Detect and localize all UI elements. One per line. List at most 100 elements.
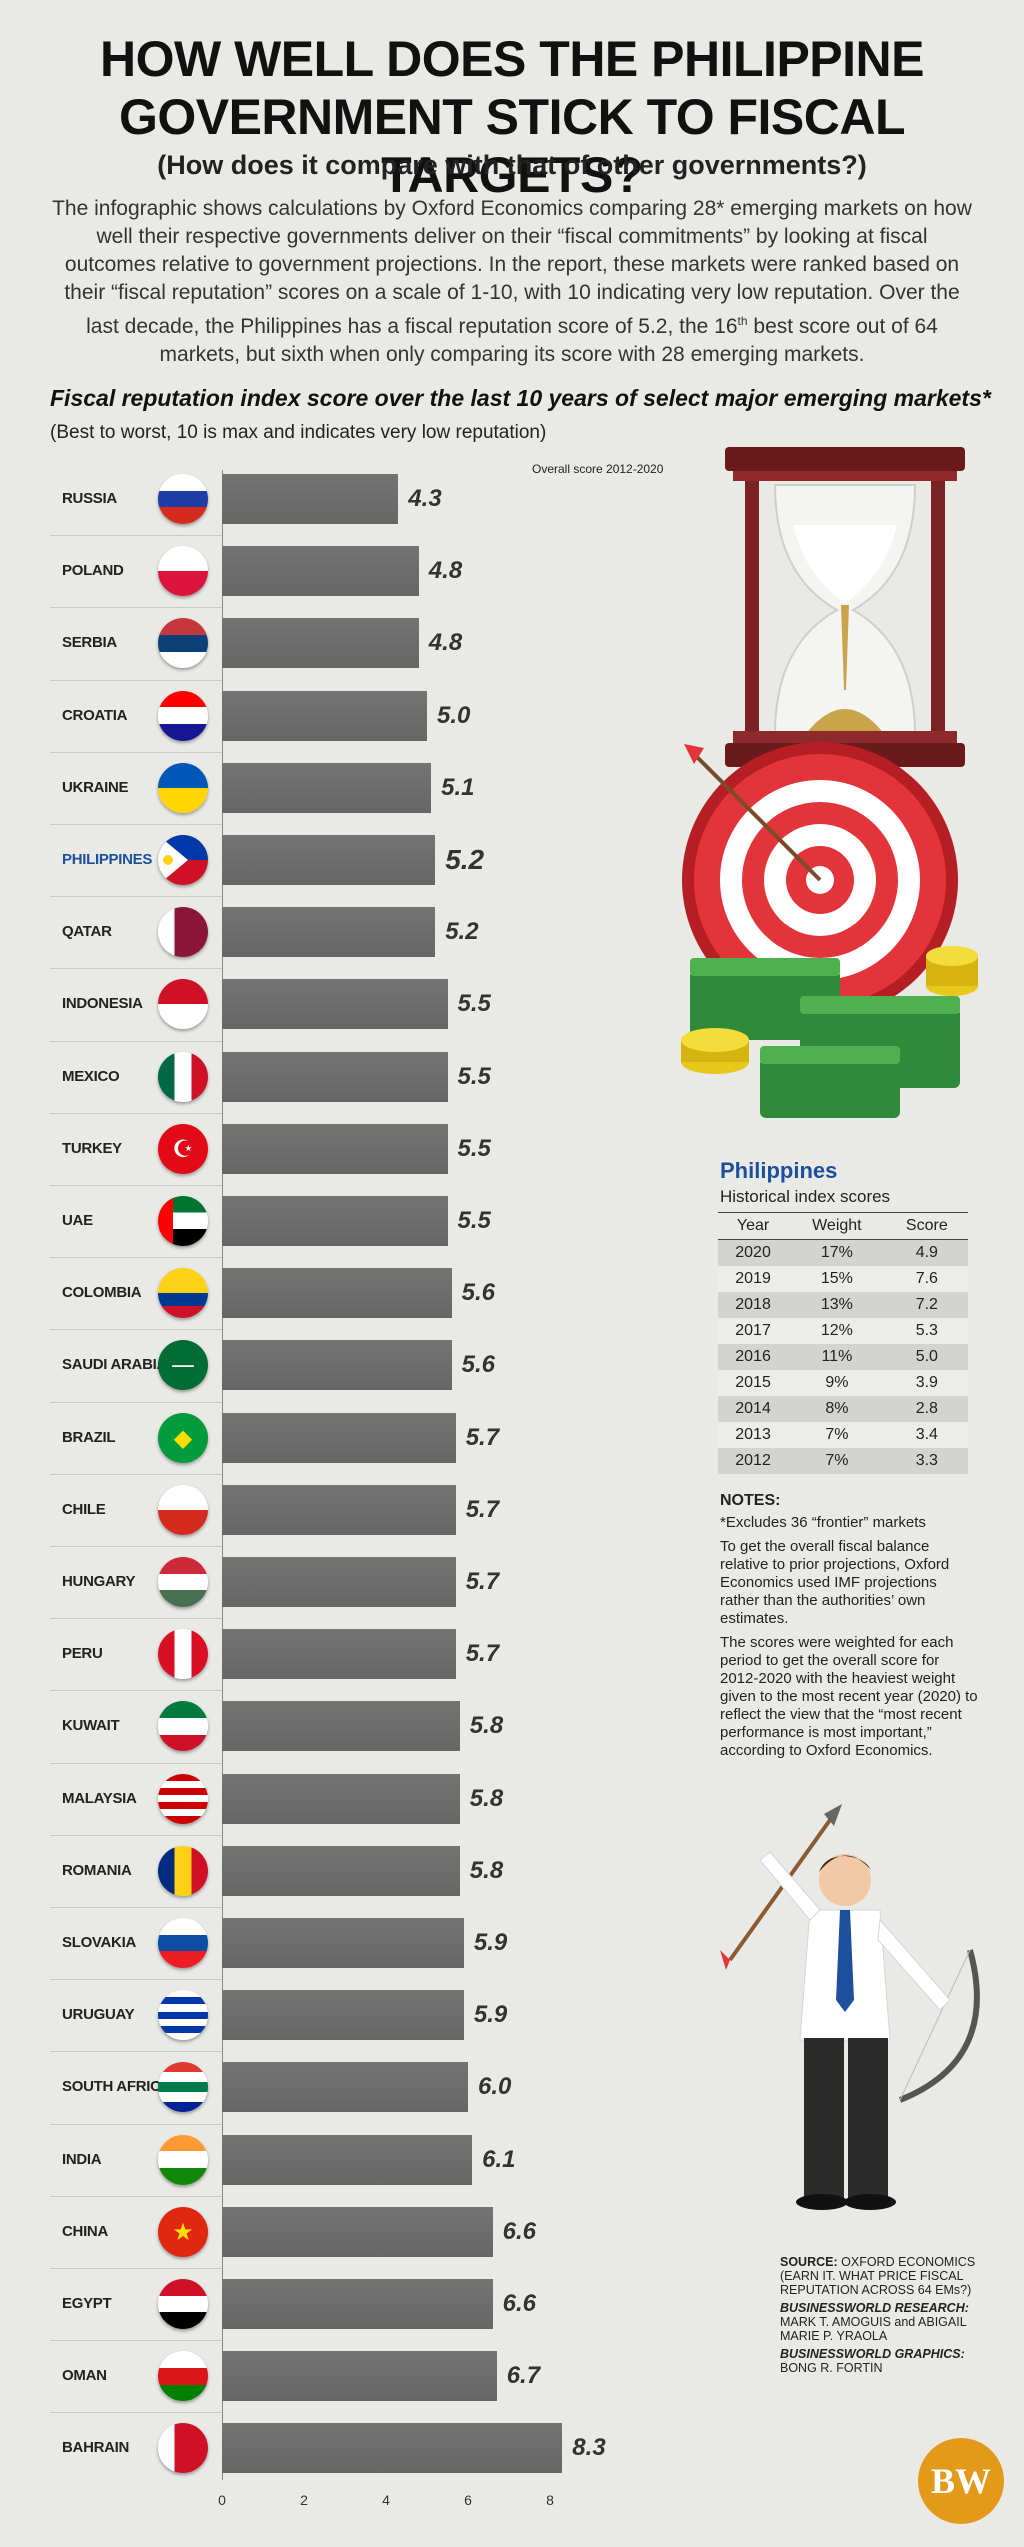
- bar: [222, 618, 419, 669]
- weight-cell: 13%: [788, 1292, 886, 1318]
- flag-icon: ◆: [158, 1412, 208, 1463]
- flag-icon: [158, 1773, 208, 1824]
- value-header: Overall score 2012-2020: [532, 462, 664, 476]
- score-cell: 4.9: [885, 1239, 968, 1266]
- notes: NOTES: *Excludes 36 “frontier” markets T…: [720, 1492, 980, 1766]
- country-label: URUGUAY: [62, 2006, 135, 2024]
- bar-value-label: 6.1: [482, 2145, 516, 2173]
- bar-value-label: 5.7: [465, 1568, 500, 1595]
- row-separator: [50, 1040, 222, 1042]
- col-weight-header: Weight: [788, 1212, 886, 1240]
- table-row: 2012 7% 3.3: [718, 1448, 968, 1474]
- year-cell: 2016: [718, 1344, 789, 1370]
- country-label: SOUTH AFRICA: [62, 2078, 172, 2096]
- title-line-2: GOVERNMENT STICK TO FISCAL TARGETS?: [118, 89, 906, 203]
- country-label: UKRAINE: [62, 778, 129, 796]
- bar-value-label: 5.7: [465, 1640, 500, 1668]
- flag-icon: [158, 2351, 208, 2402]
- weight-cell: 7%: [788, 1448, 886, 1474]
- flag-icon: [158, 2062, 208, 2113]
- graphics-label: BUSINESSWORLD GRAPHICS:: [780, 2347, 965, 2361]
- bar: [222, 2279, 493, 2329]
- chart-subtitle: (Best to worst, 10 is max and indicates …: [50, 422, 547, 443]
- country-label: PERU: [62, 1645, 103, 1663]
- hourglass-illustration: [725, 447, 965, 767]
- bar: [222, 1557, 456, 1607]
- flag-icon: [158, 1701, 208, 1752]
- country-label: BRAZIL: [62, 1428, 116, 1446]
- table-row: 2019 15% 7.6: [718, 1266, 968, 1292]
- flag-icon: [158, 1629, 208, 1680]
- bar-value-label: 5.8: [469, 1784, 504, 1812]
- bar: [222, 1268, 452, 1319]
- country-label: SAUDI ARABIA: [62, 1356, 168, 1374]
- score-cell: 5.3: [885, 1318, 968, 1344]
- row-separator: [50, 1834, 222, 1836]
- score-cell: 5.0: [885, 1344, 968, 1370]
- row-separator: [50, 1546, 222, 1547]
- row-separator: [50, 896, 222, 898]
- year-cell: 2018: [718, 1292, 789, 1318]
- year-cell: 2015: [718, 1370, 789, 1396]
- bar: [222, 1990, 464, 2041]
- x-tick-label: 0: [218, 2492, 226, 2508]
- col-score-header: Score: [885, 1212, 968, 1240]
- score-cell: 7.6: [885, 1266, 968, 1292]
- row-separator: [50, 607, 222, 609]
- flag-icon: ☪: [158, 1123, 208, 1174]
- bar-value-label: 5.0: [437, 701, 471, 729]
- bar: [222, 2134, 473, 2185]
- flag-icon: [158, 546, 208, 597]
- flag-icon: [158, 979, 208, 1030]
- table-row: 2017 12% 5.3: [718, 1318, 968, 1344]
- source-credits: SOURCE: OXFORD ECONOMICS (EARN IT. WHAT …: [780, 2255, 980, 2379]
- intro-paragraph-2b: best score out of 64 markets, but sixth …: [159, 315, 938, 366]
- bar-value-label: 5.9: [473, 2001, 508, 2029]
- subtitle: (How does it compare with that of other …: [157, 150, 867, 180]
- weight-cell: 7%: [788, 1422, 886, 1448]
- intro-paragraph-1: The infographic shows calculations by Ox…: [52, 197, 972, 304]
- bar: [222, 1196, 448, 1246]
- source-text: OXFORD ECONOMICS (EARN IT. WHAT PRICE FI…: [780, 2255, 976, 2297]
- table-row: 2013 7% 3.4: [718, 1422, 968, 1448]
- row-separator: [50, 1690, 222, 1692]
- flag-icon: [158, 1557, 208, 1607]
- row-separator: [50, 2051, 222, 2053]
- row-separator: [50, 2123, 222, 2125]
- bar-value-label: 5.6: [461, 1351, 495, 1379]
- row-separator: [50, 2412, 222, 2414]
- bar-value-label: 4.8: [428, 557, 463, 585]
- row-separator: [50, 1401, 222, 1403]
- bar-value-label: 5.1: [441, 773, 475, 801]
- flag-emblem-icon: ☪: [172, 1134, 194, 1163]
- flag-icon: [158, 618, 208, 669]
- bar: [222, 1918, 464, 1968]
- flag-icon: [158, 690, 208, 741]
- country-label: PHILIPPINES: [62, 851, 153, 868]
- weight-cell: 9%: [788, 1370, 886, 1396]
- bar: [222, 835, 436, 885]
- bar: [222, 979, 448, 1030]
- note-1: *Excludes 36 “frontier” markets: [720, 1514, 926, 1531]
- row-separator: [50, 2195, 222, 2197]
- flag-icon: [158, 1268, 208, 1319]
- bar: [222, 1845, 460, 1896]
- country-label: KUWAIT: [62, 1717, 120, 1735]
- year-cell: 2014: [718, 1396, 789, 1422]
- chart-title: Fiscal reputation index score over the l…: [50, 385, 991, 411]
- country-label: INDIA: [62, 2150, 102, 2168]
- country-label: SLOVAKIA: [62, 1934, 136, 1951]
- notes-heading: NOTES:: [720, 1492, 781, 1509]
- row-separator: [50, 751, 222, 753]
- bar: [222, 1484, 456, 1535]
- score-cell: 3.4: [885, 1422, 968, 1448]
- bar-value-label: 4.8: [428, 629, 463, 657]
- intro-paragraph-2a: Over the last decade, the Philippines ha…: [86, 281, 960, 338]
- flag-icon: [158, 1918, 208, 1968]
- bar: [222, 2423, 563, 2474]
- score-cell: 2.8: [885, 1396, 968, 1422]
- country-label: OMAN: [62, 2367, 107, 2385]
- bar-value-label: 5.7: [465, 1495, 500, 1523]
- flag-icon: —: [158, 1340, 208, 1391]
